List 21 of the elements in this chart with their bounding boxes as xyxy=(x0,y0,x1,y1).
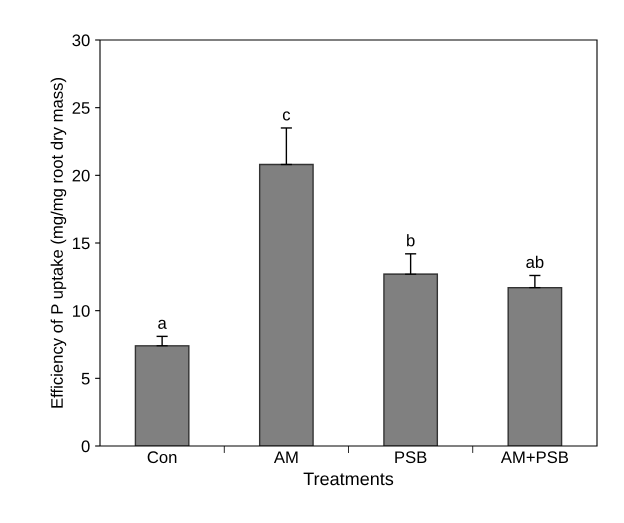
y-tick-label: 30 xyxy=(72,34,90,46)
annotation: ab xyxy=(526,256,544,268)
x-tick-label: AM+PSB xyxy=(500,451,568,464)
bar xyxy=(258,164,314,446)
y-tick-label: 25 xyxy=(72,102,90,114)
annotation: b xyxy=(407,234,415,246)
bar xyxy=(134,345,190,446)
x-axis-title: Treatments xyxy=(304,472,394,486)
annotation: c xyxy=(282,111,290,121)
bar xyxy=(383,273,438,446)
y-axis-title: Efficiency of P uptake (mg/mg root dry mass) xyxy=(50,78,66,408)
y-tick-label: 20 xyxy=(72,170,90,182)
annotation: a xyxy=(158,320,167,329)
y-tick-label: 15 xyxy=(73,238,90,250)
x-tick-label: Con xyxy=(148,451,176,464)
y-tick-label: 10 xyxy=(73,305,90,317)
bar xyxy=(507,286,562,446)
x-tick-label: PSB xyxy=(395,451,426,464)
y-tick-label: 5 xyxy=(82,372,90,385)
y-tick-label: 0 xyxy=(82,440,90,452)
x-tick-label: AM xyxy=(274,451,298,463)
